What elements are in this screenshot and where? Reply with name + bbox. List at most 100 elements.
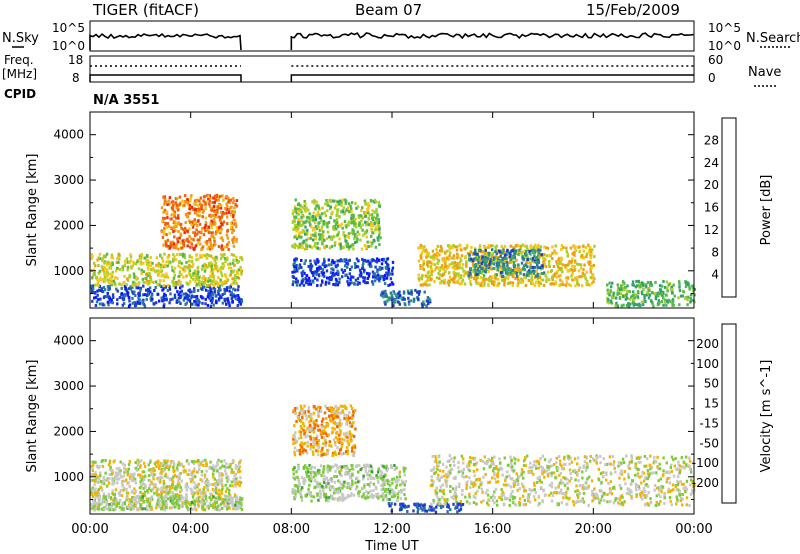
data-cell bbox=[394, 298, 397, 302]
data-cell bbox=[197, 303, 200, 307]
data-cell bbox=[209, 460, 212, 464]
data-cell bbox=[192, 469, 196, 473]
data-cell bbox=[491, 248, 494, 252]
data-cell bbox=[631, 294, 635, 297]
data-cell bbox=[182, 292, 185, 296]
data-cell bbox=[503, 244, 507, 248]
data-cell bbox=[161, 502, 165, 506]
data-cell bbox=[299, 203, 302, 207]
data-cell bbox=[324, 498, 328, 502]
data-cell bbox=[417, 246, 420, 250]
data-cell bbox=[323, 495, 326, 499]
data-cell bbox=[504, 276, 507, 280]
data-cell bbox=[328, 478, 332, 482]
data-cell bbox=[342, 483, 345, 487]
data-cell bbox=[118, 505, 122, 509]
data-cell bbox=[332, 282, 335, 286]
data-cell bbox=[219, 194, 222, 198]
data-cell bbox=[202, 464, 205, 467]
data-cell bbox=[632, 283, 635, 287]
data-cell bbox=[573, 265, 576, 268]
data-cell bbox=[139, 483, 143, 487]
data-cell bbox=[375, 260, 379, 264]
data-cell bbox=[122, 507, 125, 511]
data-cell bbox=[503, 251, 507, 255]
data-cell bbox=[211, 292, 214, 296]
data-cell bbox=[216, 479, 220, 483]
data-cell bbox=[488, 264, 492, 268]
data-cell bbox=[154, 280, 158, 284]
data-cell bbox=[182, 465, 185, 469]
data-cell bbox=[209, 240, 212, 243]
data-cell bbox=[309, 223, 312, 227]
data-cell bbox=[221, 301, 224, 305]
data-cell bbox=[650, 299, 653, 303]
data-cell bbox=[499, 265, 502, 269]
data-cell bbox=[201, 264, 204, 268]
data-cell bbox=[91, 473, 94, 477]
data-cell bbox=[159, 495, 163, 499]
data-cell bbox=[207, 506, 210, 510]
data-cell bbox=[378, 224, 381, 228]
data-cell bbox=[145, 272, 148, 276]
data-cell bbox=[329, 465, 333, 469]
data-cell bbox=[663, 298, 667, 302]
data-cell bbox=[361, 228, 364, 232]
data-cell bbox=[358, 221, 361, 225]
data-cell bbox=[116, 499, 119, 503]
data-cell bbox=[118, 493, 122, 497]
data-cell bbox=[165, 503, 168, 507]
data-cell bbox=[573, 259, 577, 263]
data-cell bbox=[299, 488, 303, 492]
data-cell bbox=[488, 279, 491, 283]
data-cell bbox=[204, 264, 208, 267]
data-cell bbox=[101, 488, 104, 492]
data-cell bbox=[297, 246, 300, 250]
data-cell bbox=[90, 256, 93, 260]
data-cell bbox=[525, 255, 528, 258]
data-cell bbox=[149, 459, 152, 463]
data-cell bbox=[162, 210, 165, 214]
data-cell bbox=[418, 278, 421, 282]
data-cell bbox=[102, 296, 106, 300]
data-cell bbox=[667, 283, 670, 287]
data-cell bbox=[374, 228, 377, 232]
data-cell bbox=[209, 295, 212, 299]
data-cell bbox=[435, 276, 439, 280]
data-cell bbox=[163, 231, 166, 235]
data-cell bbox=[106, 274, 109, 278]
data-cell bbox=[314, 207, 317, 211]
data-cell bbox=[370, 227, 373, 231]
data-cell bbox=[184, 302, 187, 306]
data-cell bbox=[318, 274, 321, 278]
data-cell bbox=[212, 495, 215, 499]
data-cell bbox=[570, 274, 573, 278]
data-cell bbox=[221, 194, 224, 198]
data-cell bbox=[99, 480, 103, 483]
data-cell bbox=[354, 233, 357, 236]
data-cell bbox=[317, 213, 321, 217]
data-cell bbox=[334, 199, 337, 203]
data-cell bbox=[99, 278, 102, 282]
data-cell bbox=[172, 470, 176, 473]
data-cell bbox=[573, 247, 577, 251]
data-cell bbox=[484, 277, 488, 281]
data-cell bbox=[177, 461, 181, 465]
data-cell bbox=[569, 284, 572, 288]
data-cell bbox=[478, 261, 482, 264]
data-cell bbox=[90, 286, 94, 290]
data-cell bbox=[292, 245, 295, 248]
data-cell bbox=[117, 252, 120, 256]
data-cell bbox=[431, 249, 435, 253]
data-cell bbox=[192, 221, 195, 224]
data-cell bbox=[118, 471, 122, 475]
data-cell bbox=[203, 491, 207, 494]
data-cell bbox=[497, 261, 500, 265]
data-cell bbox=[556, 262, 559, 266]
data-cell bbox=[291, 220, 295, 224]
data-cell bbox=[157, 487, 160, 491]
data-cell bbox=[120, 286, 123, 290]
data-cell bbox=[147, 282, 150, 286]
data-cell bbox=[322, 465, 326, 469]
data-cell bbox=[554, 244, 557, 248]
